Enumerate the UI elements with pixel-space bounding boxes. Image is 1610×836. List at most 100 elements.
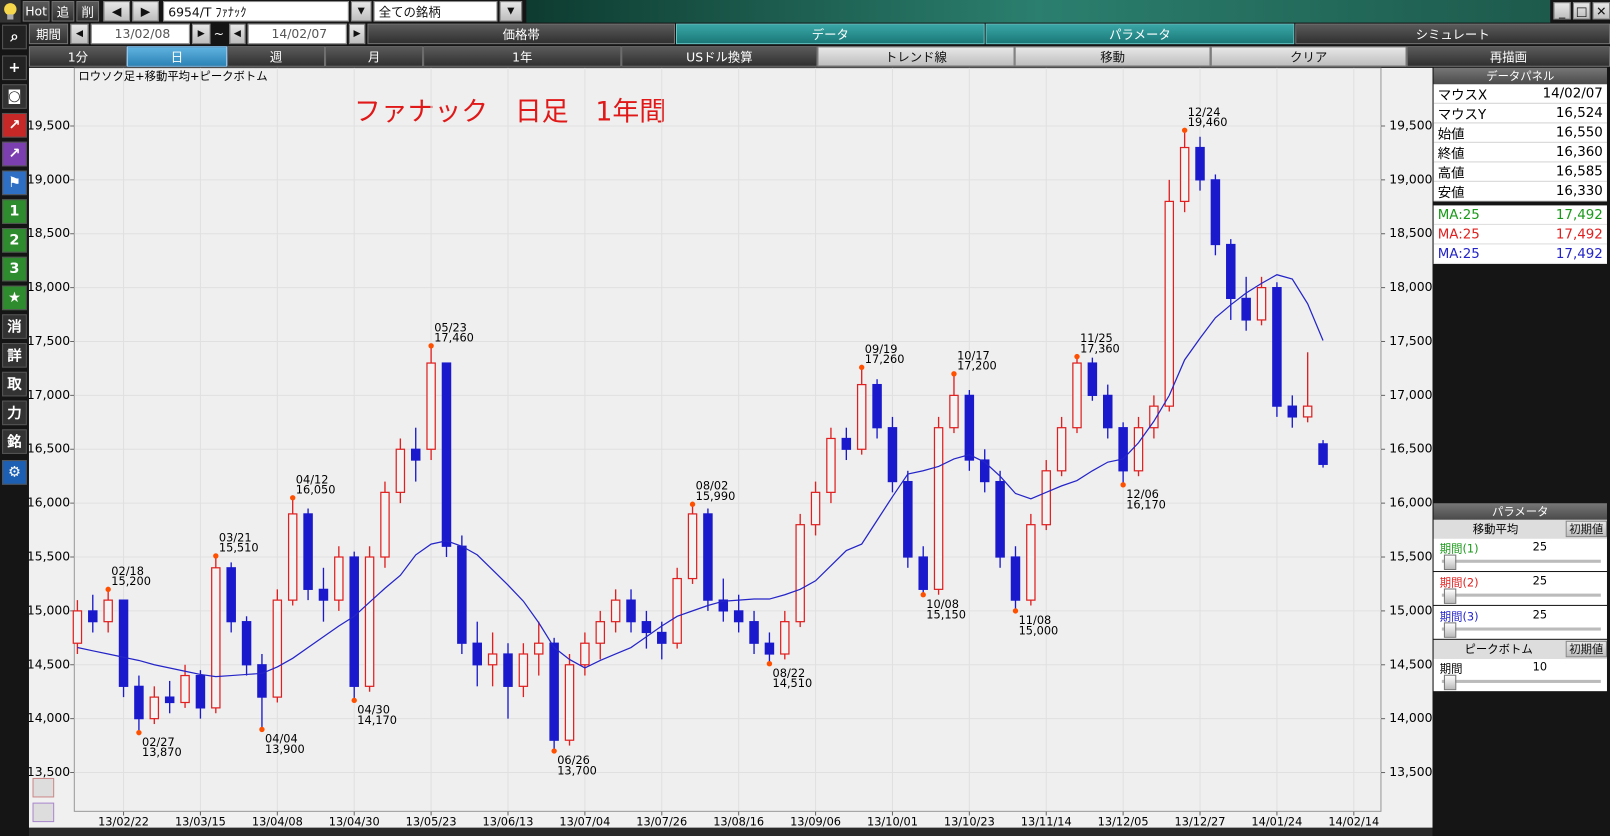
- universe-select[interactable]: 全ての銘柄: [373, 1, 498, 22]
- prev-button[interactable]: ◀: [103, 1, 131, 22]
- tool-button[interactable]: 2: [2, 227, 27, 253]
- slider-knob[interactable]: [1443, 674, 1457, 691]
- candle-body: [534, 642, 544, 655]
- peak-value: 13,870: [142, 745, 182, 759]
- minimize-button[interactable]: _: [1553, 2, 1571, 20]
- tab-active[interactable]: データ: [676, 23, 985, 45]
- tool-button[interactable]: 銘: [2, 429, 27, 454]
- tool-button[interactable]: 詳: [2, 343, 27, 368]
- tool-button[interactable]: ★: [2, 285, 27, 311]
- tool-button[interactable]: 消: [2, 314, 27, 339]
- range-button[interactable]: 1年: [423, 46, 622, 67]
- camera-tool[interactable]: ◙: [2, 84, 27, 109]
- x-tick-label: 14/01/24: [1251, 815, 1302, 829]
- param-value: 10: [1532, 660, 1548, 674]
- peak-marker: [1074, 353, 1080, 360]
- settings-tool[interactable]: ⚙: [2, 460, 27, 485]
- bulb-icon[interactable]: [0, 0, 21, 23]
- peak-date: 02/27: [142, 735, 175, 749]
- peak-value: 19,460: [1188, 115, 1228, 129]
- param-row: 期間(2) 25: [1433, 572, 1607, 605]
- interval-button[interactable]: 1分: [28, 46, 127, 67]
- interval-button-active[interactable]: 日: [126, 46, 228, 67]
- delete-button[interactable]: 削: [76, 1, 100, 22]
- peak-marker: [213, 553, 219, 559]
- crosshair-tool[interactable]: +: [2, 55, 27, 81]
- y-tick-label: 19,000: [29, 172, 70, 186]
- hot-button[interactable]: Hot: [22, 1, 50, 22]
- from-date[interactable]: 13/02/08: [90, 23, 190, 45]
- peak-value: 16,170: [1126, 497, 1166, 511]
- candle-body: [303, 513, 313, 590]
- trendline-button[interactable]: トレンド線: [817, 46, 1015, 67]
- candle-body: [1318, 443, 1328, 465]
- peak-marker: [766, 661, 773, 667]
- ma-reset[interactable]: 初期値: [1565, 520, 1607, 538]
- candle-body: [380, 491, 390, 558]
- tool-button[interactable]: 取: [2, 371, 27, 397]
- symbol-input[interactable]: 6954/T ﾌｧﾅｯｸ: [163, 1, 349, 22]
- y2-tick-label: 17,500: [1389, 334, 1432, 348]
- to-next[interactable]: ▶: [348, 23, 366, 45]
- candle-body: [241, 621, 252, 666]
- candle-body: [718, 599, 729, 612]
- peak-marker: [951, 371, 957, 377]
- to-prev[interactable]: ◀: [229, 23, 246, 45]
- maximize-button[interactable]: □: [1572, 2, 1591, 20]
- peak-date: 12/06: [1126, 487, 1159, 501]
- from-prev[interactable]: ◀: [70, 23, 89, 45]
- peak-marker: [920, 592, 926, 598]
- peak-value: 14,510: [773, 676, 813, 690]
- to-date[interactable]: 14/02/07: [247, 23, 347, 45]
- data-row: 始値 16,550: [1433, 123, 1607, 143]
- interval-button[interactable]: 月: [325, 46, 424, 67]
- peak-reset[interactable]: 初期値: [1565, 640, 1607, 658]
- candle-body: [257, 664, 267, 698]
- candle-body: [1195, 146, 1205, 181]
- y2-tick-label: 15,000: [1389, 603, 1432, 617]
- clear-button[interactable]: クリア: [1210, 46, 1407, 67]
- interval-button[interactable]: 週: [227, 46, 326, 67]
- candle-body: [503, 653, 513, 687]
- symbol-dropdown[interactable]: ▼: [350, 1, 372, 22]
- tool-button[interactable]: 1: [2, 199, 27, 224]
- slider-knob[interactable]: [1443, 588, 1457, 604]
- flag-tool[interactable]: ⚑: [2, 170, 27, 196]
- peak-marker: [689, 501, 696, 507]
- row-label: 終値: [1437, 146, 1465, 162]
- chart2-tool[interactable]: ↗: [2, 141, 27, 167]
- candle-body: [810, 491, 821, 526]
- y2-tick-label: 19,000: [1389, 172, 1432, 186]
- candle-body: [364, 556, 375, 687]
- tool-button[interactable]: 3: [2, 256, 27, 282]
- tab[interactable]: シミュレート: [1295, 23, 1610, 45]
- candle-body: [487, 653, 498, 666]
- candle-body: [410, 448, 421, 461]
- tool-button[interactable]: 力: [2, 400, 27, 426]
- peak-value: 15,000: [1019, 623, 1059, 637]
- x-tick-label: 13/09/06: [790, 815, 841, 829]
- tab[interactable]: パラメータ: [985, 23, 1295, 45]
- close-button[interactable]: ✕: [1592, 2, 1610, 20]
- peak-date: 09/19: [865, 342, 898, 356]
- search-tool[interactable]: ⌕: [2, 24, 27, 50]
- universe-dropdown[interactable]: ▼: [499, 1, 523, 22]
- candle-body: [1056, 427, 1067, 472]
- move-button[interactable]: 移動: [1014, 46, 1211, 67]
- slider-knob[interactable]: [1443, 554, 1457, 570]
- chart-tool[interactable]: ↗: [2, 112, 27, 138]
- slider-knob[interactable]: [1443, 622, 1457, 638]
- row-value: 14/02/07: [1542, 85, 1603, 102]
- next-button[interactable]: ▶: [132, 1, 159, 22]
- row-label: MA:25: [1437, 206, 1480, 223]
- row-label: 安値: [1437, 185, 1465, 201]
- candle-body: [903, 480, 913, 558]
- candle-body: [995, 480, 1005, 558]
- tab[interactable]: 価格帯: [367, 23, 675, 45]
- redraw-button[interactable]: 再描画: [1406, 46, 1610, 67]
- from-next[interactable]: ▶: [191, 23, 211, 45]
- x-tick-label: 13/10/23: [944, 815, 995, 829]
- candle-body: [795, 524, 805, 623]
- add-button[interactable]: 追: [51, 1, 75, 22]
- usd-button[interactable]: USドル換算: [621, 46, 818, 67]
